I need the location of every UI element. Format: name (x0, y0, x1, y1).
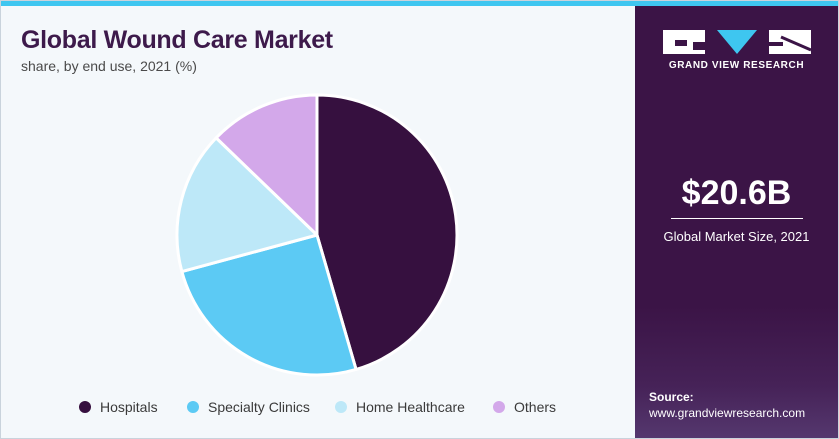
chart-subtitle: share, by end use, 2021 (%) (21, 58, 197, 74)
legend-swatch-home-healthcare (335, 401, 347, 413)
market-size-label: Global Market Size, 2021 (663, 229, 810, 244)
legend-item-others: Others (493, 396, 556, 418)
pie-slice-home-healthcare (175, 136, 319, 274)
market-size-divider (671, 218, 803, 219)
pie-slice-specialty-clinics (180, 233, 358, 377)
source-label: Source: (649, 390, 694, 404)
pie-chart (175, 93, 459, 377)
brand-name: GRAND VIEW RESEARCH (668, 60, 805, 71)
chart-title: Global Wound Care Market (21, 26, 333, 54)
legend-swatch-others (493, 401, 505, 413)
legend-swatch-hospitals (79, 401, 91, 413)
legend: Hospitals Specialty Clinics Home Healthc… (1, 396, 635, 422)
chart-area: Global Wound Care Market share, by end u… (1, 6, 635, 438)
info-sidebar: GRAND VIEW RESEARCH $20.6B Global Market… (635, 6, 838, 438)
sidebar-glow (635, 306, 838, 438)
source-url[interactable]: www.grandviewresearch.com (649, 406, 806, 420)
legend-label-hospitals: Hospitals (100, 399, 158, 415)
legend-label-others: Others (514, 399, 557, 415)
pie-slice-hospitals (315, 93, 459, 371)
grand-view-research-logo (663, 30, 812, 54)
market-size-value: $20.6B (681, 174, 792, 212)
legend-swatch-specialty-clinics (187, 401, 199, 413)
legend-label-specialty-clinics: Specialty Clinics (208, 399, 310, 415)
legend-item-hospitals: Hospitals (79, 396, 158, 418)
pie-slice-others (214, 93, 319, 237)
legend-label-home-healthcare: Home Healthcare (356, 399, 465, 415)
accent-bar (1, 1, 838, 6)
legend-item-specialty-clinics: Specialty Clinics (187, 396, 310, 418)
legend-item-home-healthcare: Home Healthcare (335, 396, 465, 418)
